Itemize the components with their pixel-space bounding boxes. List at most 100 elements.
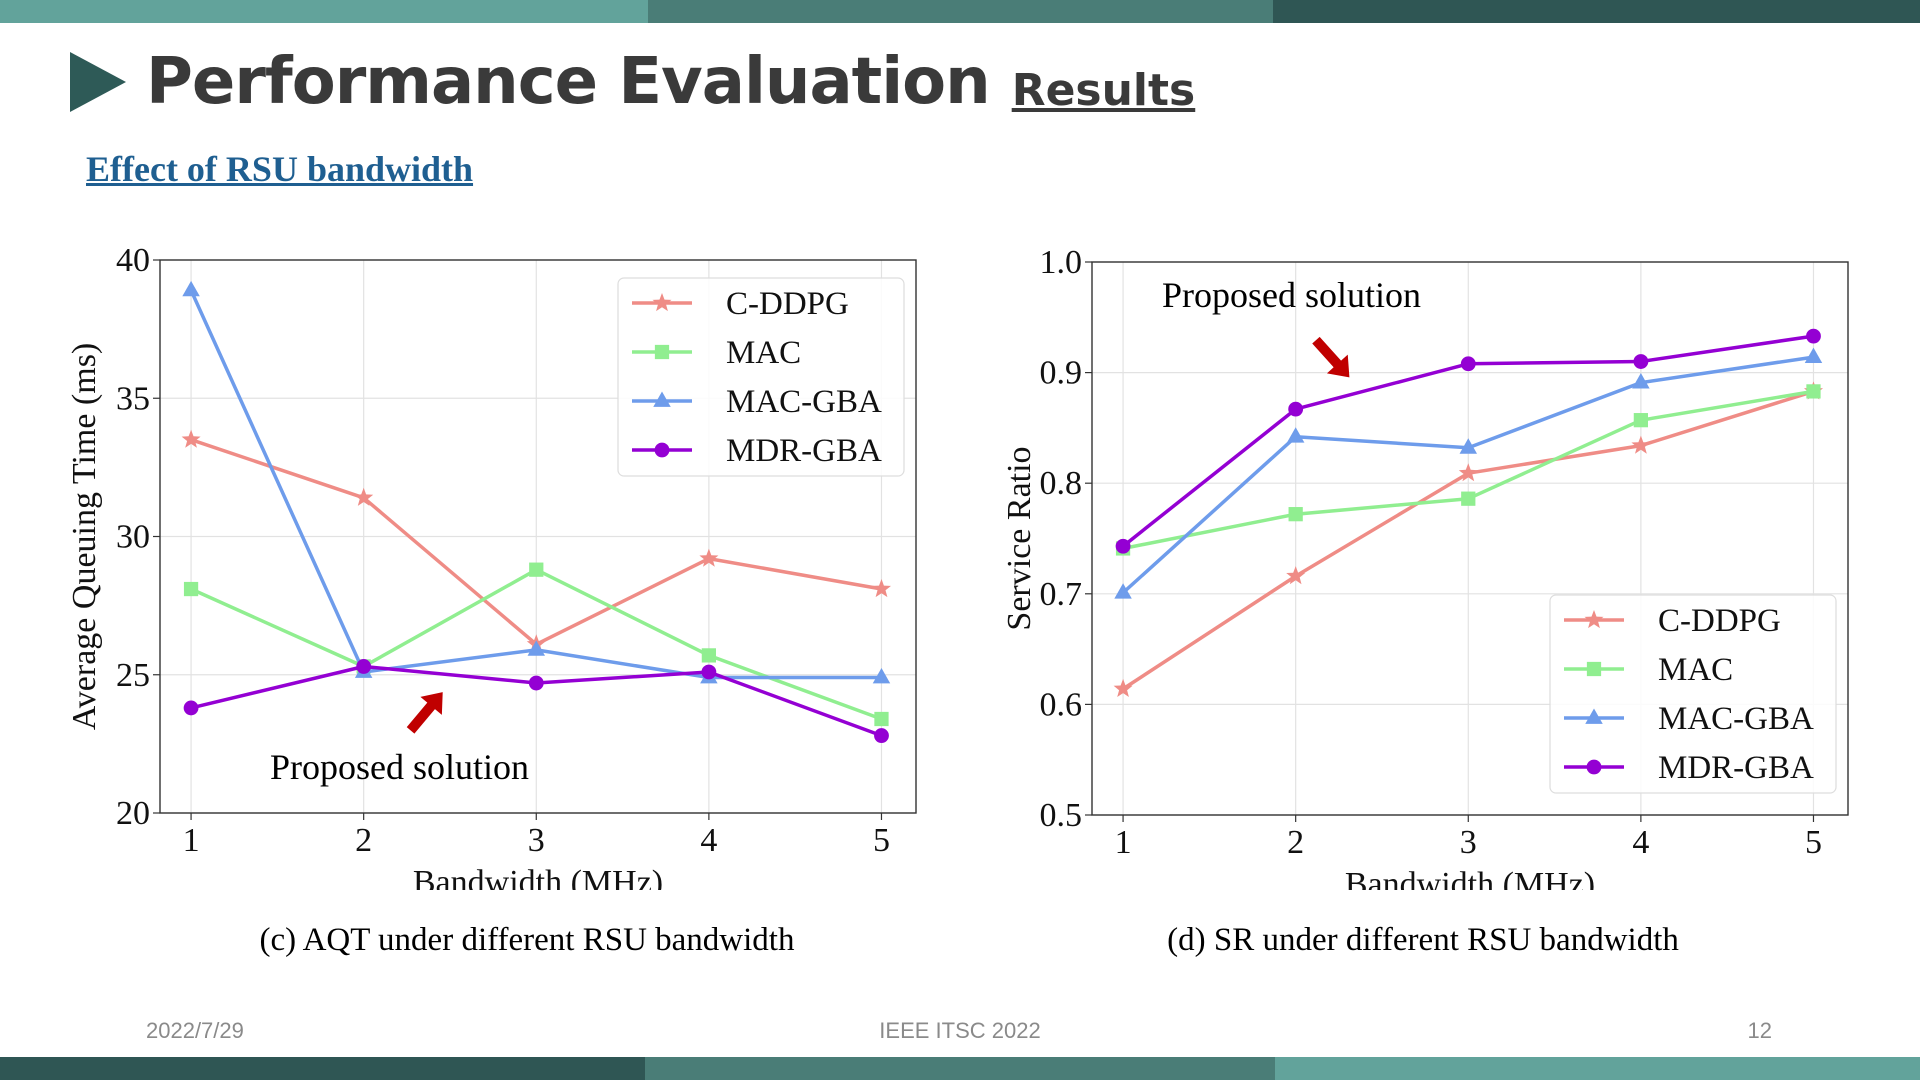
x-tick-label: 5 bbox=[1805, 824, 1822, 861]
y-tick-label: 1.0 bbox=[1040, 244, 1083, 281]
y-tick-label: 25 bbox=[116, 657, 150, 694]
legend-label: MAC-GBA bbox=[1658, 701, 1814, 737]
y-tick-label: 40 bbox=[116, 242, 150, 279]
x-tick-label: 5 bbox=[873, 822, 890, 859]
x-tick-label: 4 bbox=[700, 822, 717, 859]
data-point bbox=[1806, 328, 1821, 344]
annotation-text: Proposed solution bbox=[270, 747, 529, 787]
y-tick-label: 0.6 bbox=[1040, 686, 1083, 723]
data-point bbox=[1114, 583, 1132, 599]
axes: 1 2 3 4 5 20 25 30 35 40 bbox=[116, 242, 890, 859]
data-point bbox=[181, 429, 201, 448]
legend-label: MDR-GBA bbox=[1658, 750, 1814, 786]
y-tick-label: 35 bbox=[116, 380, 150, 417]
band-segment-mid bbox=[648, 0, 1273, 23]
data-point bbox=[529, 562, 544, 577]
x-tick-label: 3 bbox=[528, 822, 545, 859]
data-point bbox=[527, 640, 546, 656]
slide-title: Performance Evaluation Results bbox=[70, 42, 1195, 122]
data-point bbox=[1460, 356, 1476, 372]
data-point bbox=[699, 548, 719, 567]
legend-label: C-DDPG bbox=[1658, 603, 1781, 639]
y-tick-label: 30 bbox=[116, 519, 150, 556]
data-point bbox=[701, 664, 717, 680]
title-suffix: Results bbox=[1011, 64, 1196, 116]
data-point bbox=[528, 675, 544, 691]
chart-aqt: 1 2 3 4 5 20 25 30 35 40 Bandwidth (MHz) Average Qu… bbox=[66, 242, 917, 890]
legend: C-DDPG MAC MAC-GBA MDR-GBA bbox=[617, 277, 905, 477]
x-tick-label: 1 bbox=[183, 822, 200, 859]
x-tick-label: 4 bbox=[1632, 824, 1649, 861]
x-tick-label: 3 bbox=[1460, 824, 1477, 861]
legend-marker bbox=[1585, 708, 1603, 724]
data-point bbox=[1459, 438, 1478, 454]
section-subtitle: Effect of RSU bandwidth bbox=[86, 149, 474, 189]
data-point bbox=[1632, 373, 1650, 389]
footer-date: 2022/7/29 bbox=[146, 1018, 244, 1043]
legend-marker bbox=[1584, 610, 1604, 629]
annotation-arrow-icon bbox=[406, 692, 443, 734]
data-point bbox=[1631, 435, 1651, 454]
plot-frame bbox=[1091, 261, 1849, 816]
y-axis-label: Service Ratio bbox=[1001, 446, 1038, 630]
legend-label: MAC bbox=[1658, 652, 1733, 688]
data-point bbox=[1633, 413, 1649, 428]
chart-service-ratio: 1 2 3 4 5 0.5 0.6 0.7 0.8 0.9 1.0 Bandwidth (MHz) Se… bbox=[1001, 244, 1849, 890]
data-point bbox=[183, 700, 199, 716]
data-point bbox=[1286, 427, 1305, 443]
legend-box bbox=[1549, 594, 1837, 794]
data-point bbox=[1113, 678, 1133, 697]
bottom-color-band bbox=[0, 1057, 1920, 1080]
y-tick-label: 0.8 bbox=[1040, 465, 1083, 502]
legend-marker bbox=[652, 293, 672, 312]
legend-box bbox=[617, 277, 905, 477]
data-point bbox=[1288, 401, 1304, 417]
legend-marker bbox=[1586, 661, 1602, 677]
y-tick-label: 20 bbox=[116, 795, 150, 832]
legend-label: MAC bbox=[726, 335, 801, 371]
annotation-text: Proposed solution bbox=[1162, 275, 1421, 315]
data-point bbox=[1804, 347, 1823, 364]
y-tick-label: 0.7 bbox=[1040, 576, 1083, 613]
title-bullet-icon bbox=[70, 52, 126, 112]
page-number: 12 bbox=[1747, 1018, 1772, 1043]
legend-marker bbox=[1586, 759, 1602, 775]
x-tick-label: 1 bbox=[1115, 824, 1132, 861]
legend-marker bbox=[654, 344, 670, 360]
legend-marker bbox=[654, 442, 670, 458]
chart-caption-sr: (d) SR under different RSU bandwidth bbox=[1167, 922, 1679, 958]
data-point bbox=[1286, 566, 1306, 585]
top-color-band bbox=[0, 0, 1920, 23]
x-tick-label: 2 bbox=[1287, 824, 1304, 861]
data-point bbox=[1461, 491, 1476, 506]
legend-label: C-DDPG bbox=[726, 286, 849, 322]
band-segment-light bbox=[1275, 1057, 1920, 1080]
band-segment-dark bbox=[1273, 0, 1920, 23]
data-point bbox=[183, 581, 199, 597]
annotation-arrow-icon bbox=[1312, 336, 1350, 378]
arrow-shape bbox=[1312, 336, 1350, 378]
y-axis-label: Average Queuing Time (ms) bbox=[66, 343, 103, 730]
legend: C-DDPG MAC MAC-GBA MDR-GBA bbox=[1549, 594, 1837, 794]
data-point bbox=[182, 280, 200, 297]
y-tick-label: 0.9 bbox=[1040, 355, 1083, 392]
data-point bbox=[872, 668, 891, 684]
data-point bbox=[872, 579, 891, 598]
data-point bbox=[874, 728, 889, 743]
series-mdr-gba bbox=[1115, 328, 1821, 554]
axes: 1 2 3 4 5 0.5 0.6 0.7 0.8 0.9 1.0 bbox=[1040, 244, 1822, 861]
band-segment-mid bbox=[645, 1057, 1275, 1080]
x-tick-label: 2 bbox=[355, 822, 372, 859]
series-mdr-gba bbox=[183, 659, 889, 743]
footer-conference: IEEE ITSC 2022 bbox=[879, 1018, 1041, 1043]
data-point bbox=[354, 487, 374, 506]
arrow-shape bbox=[406, 692, 443, 734]
data-point bbox=[874, 711, 889, 727]
data-point bbox=[1458, 463, 1478, 482]
data-point bbox=[1115, 538, 1131, 554]
legend-label: MAC-GBA bbox=[726, 384, 882, 420]
x-axis-label: Bandwidth (MHz) bbox=[413, 864, 663, 890]
chart-caption-aqt: (c) AQT under different RSU bandwidth bbox=[259, 922, 795, 958]
title-text: Performance Evaluation bbox=[146, 45, 991, 119]
x-axis-label: Bandwidth (MHz) bbox=[1345, 866, 1595, 890]
